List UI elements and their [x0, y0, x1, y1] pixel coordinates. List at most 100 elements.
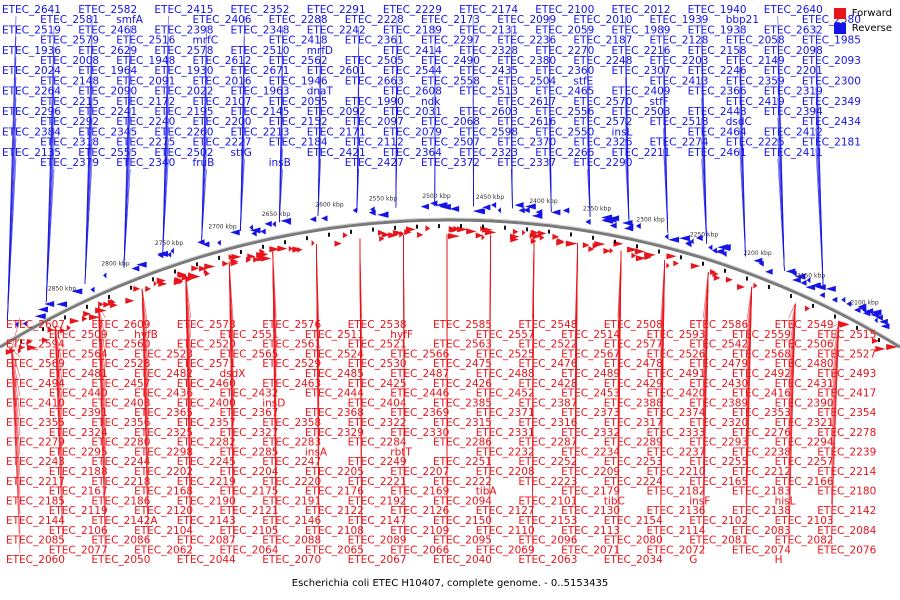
gene-marker — [460, 224, 462, 229]
forward-gene-label: ETEC_2191 — [262, 495, 321, 507]
reverse-gene-label: ETEC_2516 — [116, 35, 175, 47]
reverse-gene-label: ETEC_2211 — [612, 147, 671, 159]
forward-gene-label: ETEC_2221 — [348, 476, 407, 488]
reverse-gene-label: ETEC_2612 — [193, 55, 252, 67]
gene-marker — [174, 269, 176, 274]
reverse-gene-label: dnaT — [307, 86, 334, 98]
reverse-gene — [668, 236, 680, 243]
forward-gene-label: ETEC_2082 — [775, 535, 834, 547]
forward-gene-label: ETEC_2577 — [604, 339, 663, 351]
forward-gene-label: ETEC_2143 — [177, 515, 236, 527]
reverse-gene-label: ETEC_2641 — [2, 4, 61, 16]
reverse-gene — [819, 292, 825, 299]
forward-gene-label: ETEC_2238 — [732, 446, 791, 458]
reverse-gene-label: ETEC_2372 — [421, 157, 480, 169]
reverse-gene — [518, 207, 525, 214]
gene-marker — [42, 326, 44, 331]
forward-gene — [188, 272, 197, 279]
legend: Forward Reverse — [833, 8, 892, 38]
forward-gene-label: ETEC_2295 — [49, 446, 108, 458]
reverse-gene-label: ETEC_2149 — [726, 55, 785, 67]
forward-gene — [466, 228, 477, 235]
forward-gene-label: ETEC_2255 — [689, 456, 748, 468]
forward-gene-label: ETEC_2515 — [817, 329, 876, 341]
reverse-gene — [309, 216, 317, 223]
forward-gene-label: ETEC_2169 — [390, 486, 449, 498]
forward-gene-label: ETEC_2062 — [134, 544, 193, 556]
forward-gene — [17, 347, 22, 354]
forward-gene-label: ETEC_2188 — [49, 466, 108, 478]
forward-gene-label: insA — [305, 446, 328, 458]
forward-gene-label: ETEC_2251 — [433, 456, 492, 468]
forward-gene-label: ETEC_2551 — [220, 329, 279, 341]
guide-line — [788, 303, 796, 554]
forward-gene-label: ETEC_2607 — [6, 319, 65, 331]
forward-gene-label: tibC — [604, 495, 625, 507]
forward-gene — [159, 278, 164, 285]
gene-marker — [108, 294, 110, 299]
forward-gene-label: ETEC_2354 — [817, 407, 876, 419]
forward-gene-label: ETEC_2083 — [732, 525, 791, 537]
reverse-gene — [720, 244, 731, 251]
tick-label: 2700 kbp — [208, 224, 236, 231]
reverse-gene-label: ETEC_2275 — [116, 137, 175, 149]
guide-line — [489, 234, 491, 544]
forward-gene-label: ETEC_2069 — [476, 544, 535, 556]
forward-gene-label: ETEC_2566 — [390, 348, 449, 360]
reverse-gene — [472, 208, 484, 215]
forward-gene-label: ETEC_2071 — [561, 544, 620, 556]
reverse-gene-label: insB — [269, 157, 291, 169]
forward-gene-label: ETEC_2440 — [49, 388, 108, 400]
reverse-gene-label: ETEC_2152 — [269, 116, 328, 128]
reverse-gene — [34, 313, 46, 320]
forward-gene-label: ETEC_2369 — [390, 407, 449, 419]
forward-gene-label: ETEC_2126 — [390, 505, 449, 517]
forward-gene — [512, 228, 519, 235]
reverse-gene-label: ETEC_2578 — [154, 45, 213, 57]
forward-gene-label: ETEC_2223 — [518, 476, 577, 488]
forward-gene — [297, 246, 302, 253]
reverse-gene-label: ETEC_2145 — [231, 106, 290, 118]
reverse-gene-label: ETEC_2581 — [40, 14, 99, 26]
reverse-gene — [721, 250, 727, 257]
forward-gene-label: ETEC_2430 — [689, 378, 748, 390]
forward-gene — [199, 265, 207, 272]
reverse-gene-label: ETEC_2550 — [535, 126, 594, 138]
forward-gene-label: rbtT — [390, 446, 412, 458]
reverse-gene-label: ETEC_2270 — [535, 45, 594, 57]
forward-gene-label: ETEC_2279 — [6, 437, 65, 449]
forward-gene-label: ETEC_2526 — [647, 348, 706, 360]
reverse-gene — [321, 215, 328, 222]
forward-gene-label: ETEC_2317 — [604, 417, 663, 429]
reverse-gene-label: ETEC_1964 — [78, 65, 137, 77]
guide-line — [11, 337, 21, 350]
reverse-gene-label: ETEC_2307 — [612, 65, 671, 77]
forward-gene — [228, 254, 233, 261]
reverse-gene-label: ETEC_2421 — [307, 147, 366, 159]
reverse-gene — [491, 201, 497, 208]
reverse-gene-label: ETEC_2502 — [154, 147, 213, 159]
forward-gene-label: ETEC_2410 — [6, 397, 65, 409]
reverse-gene-label: ETEC_2079 — [383, 126, 442, 138]
forward-gene-label: ETEC_2074 — [732, 544, 791, 556]
reverse-gene-label: ETEC_2172 — [116, 96, 175, 108]
forward-gene-label: ETEC_2237 — [647, 446, 706, 458]
guide-line — [617, 250, 622, 554]
forward-gene-label: ETEC_2298 — [134, 446, 193, 458]
gene-marker — [768, 284, 770, 289]
forward-gene-label: ETEC_2218 — [91, 476, 150, 488]
forward-gene-label: ETEC_2245 — [177, 456, 236, 468]
forward-gene — [871, 337, 880, 344]
forward-gene-label: ETEC_2453 — [561, 388, 620, 400]
forward-gene-label: ETEC_2522 — [518, 339, 577, 351]
forward-gene-label: ETEC_2563 — [433, 339, 492, 351]
forward-gene-label: ETEC_2253 — [604, 456, 663, 468]
reverse-gene — [758, 260, 764, 267]
forward-gene — [185, 276, 193, 283]
forward-gene — [288, 245, 293, 252]
guide-line — [739, 148, 746, 257]
forward-gene-label: ETEC_2280 — [91, 437, 150, 449]
forward-gene-label: ETEC_2066 — [390, 544, 449, 556]
reverse-gene-label: ETEC_2148 — [40, 75, 99, 87]
forward-gene-label: ETEC_2224 — [604, 476, 663, 488]
